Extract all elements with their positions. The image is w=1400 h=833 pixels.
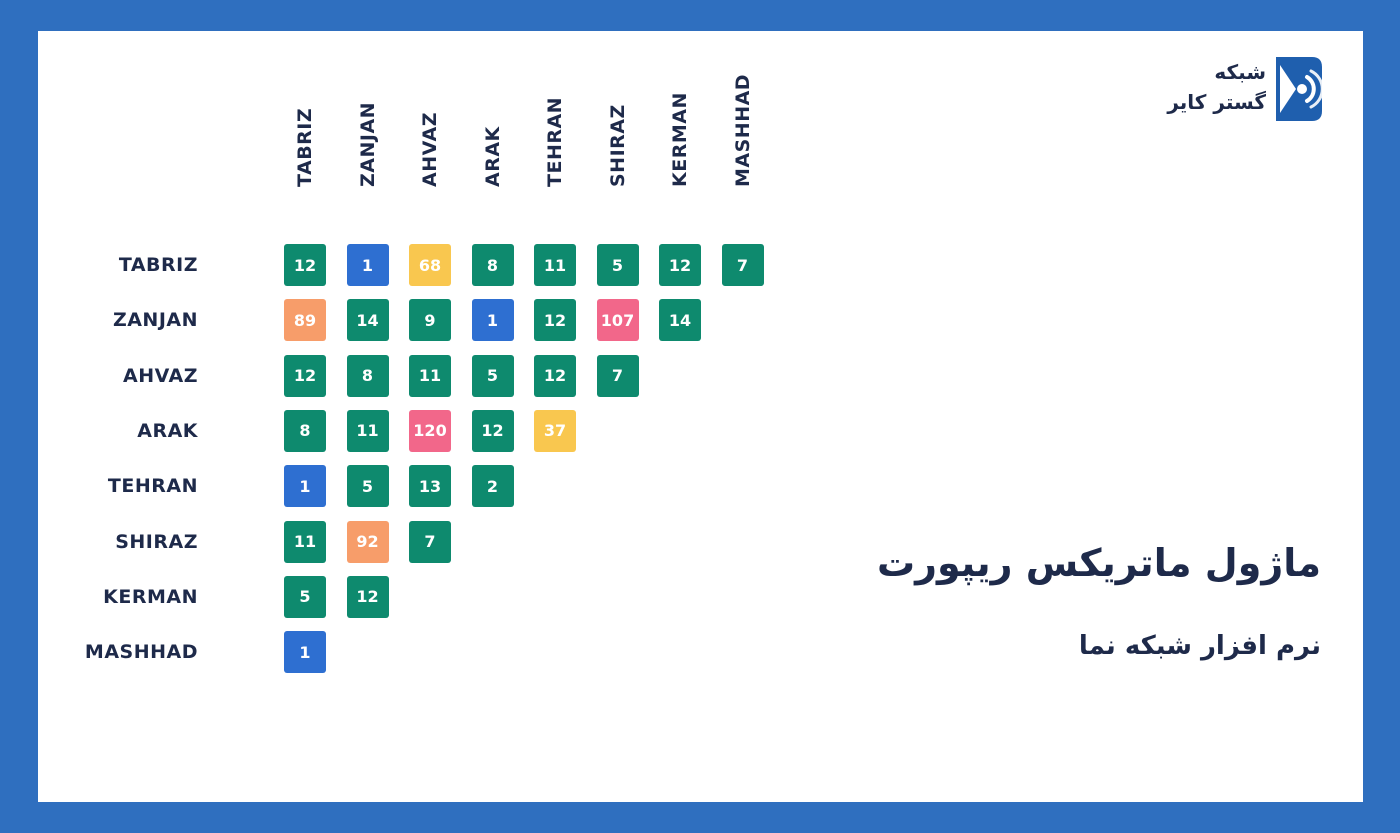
matrix-cell[interactable]: 5 [471, 354, 514, 397]
column-header-ahvaz: AHVAZ [419, 111, 441, 187]
matrix-cell[interactable]: 8 [346, 354, 389, 397]
brand-name: شبکه گستر کایر [1167, 57, 1266, 117]
matrix-cell[interactable]: 12 [284, 354, 326, 397]
column-header-mashhad: MASHHAD [731, 73, 754, 187]
matrix-cell[interactable]: 5 [596, 244, 639, 286]
matrix-cell[interactable]: 5 [346, 465, 389, 508]
content-card: TABRIZ ZANJAN AHVAZ ARAK TEHRAN SHIRAZ KERMAN M… [38, 31, 1363, 802]
column-header-arak: ARAK [481, 126, 504, 187]
matrix-cell[interactable]: 89 [284, 299, 326, 342]
brand-logo: شبکه گستر کایر [1144, 57, 1322, 123]
matrix-cell[interactable]: 37 [534, 409, 576, 452]
matrix-cell[interactable]: 92 [346, 520, 389, 563]
column-header-kerman: KERMAN [669, 92, 691, 187]
matrix-cell[interactable]: 12 [346, 575, 389, 618]
column-header-tehran: TEHRAN [544, 96, 566, 187]
row-header-mashhad: MASHHAD [84, 641, 198, 664]
matrix-cell[interactable]: 13 [409, 465, 451, 508]
row-header-arak: ARAK [137, 419, 198, 442]
matrix-cell[interactable]: 5 [284, 575, 326, 618]
matrix-cell[interactable]: 1 [284, 631, 326, 674]
matrix-cell[interactable]: 1 [284, 465, 326, 508]
row-header-kerman: KERMAN [103, 585, 198, 608]
matrix-cell[interactable]: 68 [409, 244, 451, 286]
row-header-ahvaz: AHVAZ [122, 364, 198, 387]
matrix-cell[interactable]: 14 [659, 299, 701, 342]
sound-wave-in-square-icon [1276, 57, 1322, 121]
matrix-cell[interactable]: 107 [596, 299, 639, 342]
matrix-cell[interactable]: 12 [284, 244, 326, 286]
row-header-shiraz: SHIRAZ [115, 530, 198, 553]
matrix-cell[interactable]: 2 [471, 465, 514, 508]
matrix-cell[interactable]: 8 [471, 244, 514, 286]
column-header-shiraz: SHIRAZ [606, 104, 629, 187]
row-header-zanjan: ZANJAN [112, 309, 198, 332]
matrix-cell[interactable]: 11 [534, 244, 576, 286]
matrix-cell[interactable]: 120 [409, 409, 451, 452]
matrix-cell[interactable]: 12 [534, 354, 576, 397]
matrix-cell[interactable]: 7 [409, 520, 451, 563]
matrix-cell[interactable]: 1 [471, 299, 514, 342]
brand-name-line2: گستر کایر [1167, 90, 1266, 114]
matrix-cell[interactable]: 12 [471, 409, 514, 452]
matrix-cell[interactable]: 8 [284, 409, 326, 452]
page-subtitle: نرم افزار شبکه نما [1078, 631, 1321, 661]
matrix-cell[interactable]: 12 [659, 244, 701, 286]
matrix-cell[interactable]: 11 [346, 409, 389, 452]
column-header-zanjan: ZANJAN [356, 101, 379, 187]
matrix-cell[interactable]: 12 [534, 299, 576, 342]
row-header-tehran: TEHRAN [107, 475, 198, 498]
row-header-tabriz: TABRIZ [118, 254, 198, 276]
matrix-cell[interactable]: 11 [284, 520, 326, 563]
matrix-cell[interactable]: 1 [346, 244, 389, 286]
matrix-cell[interactable]: 7 [721, 244, 764, 286]
brand-name-line1: شبکه [1214, 60, 1266, 84]
matrix-cell[interactable]: 7 [596, 354, 639, 397]
matrix-cell[interactable]: 14 [346, 299, 389, 342]
column-header-tabriz: TABRIZ [294, 107, 316, 187]
page-title: ماژول ماتریکس ریپورت [876, 541, 1321, 585]
matrix-cell[interactable]: 11 [409, 354, 451, 397]
matrix-cell[interactable]: 9 [409, 299, 451, 342]
